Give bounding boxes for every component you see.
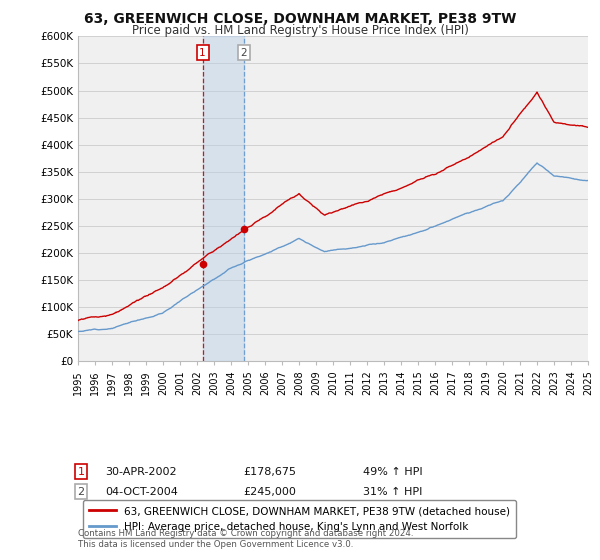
Bar xyxy=(203,36,244,361)
Text: 2: 2 xyxy=(241,48,247,58)
Text: 49% ↑ HPI: 49% ↑ HPI xyxy=(363,466,422,477)
Text: 1: 1 xyxy=(199,48,206,58)
Text: 30-APR-2002: 30-APR-2002 xyxy=(105,466,176,477)
Text: 31% ↑ HPI: 31% ↑ HPI xyxy=(363,487,422,497)
Text: 2: 2 xyxy=(77,487,85,497)
Text: Price paid vs. HM Land Registry's House Price Index (HPI): Price paid vs. HM Land Registry's House … xyxy=(131,24,469,36)
Legend: 63, GREENWICH CLOSE, DOWNHAM MARKET, PE38 9TW (detached house), HPI: Average pri: 63, GREENWICH CLOSE, DOWNHAM MARKET, PE3… xyxy=(83,500,516,538)
Text: 1: 1 xyxy=(77,466,85,477)
Text: 63, GREENWICH CLOSE, DOWNHAM MARKET, PE38 9TW: 63, GREENWICH CLOSE, DOWNHAM MARKET, PE3… xyxy=(84,12,516,26)
Text: 04-OCT-2004: 04-OCT-2004 xyxy=(105,487,178,497)
Text: £245,000: £245,000 xyxy=(243,487,296,497)
Text: Contains HM Land Registry data © Crown copyright and database right 2024.
This d: Contains HM Land Registry data © Crown c… xyxy=(78,529,413,549)
Text: £178,675: £178,675 xyxy=(243,466,296,477)
